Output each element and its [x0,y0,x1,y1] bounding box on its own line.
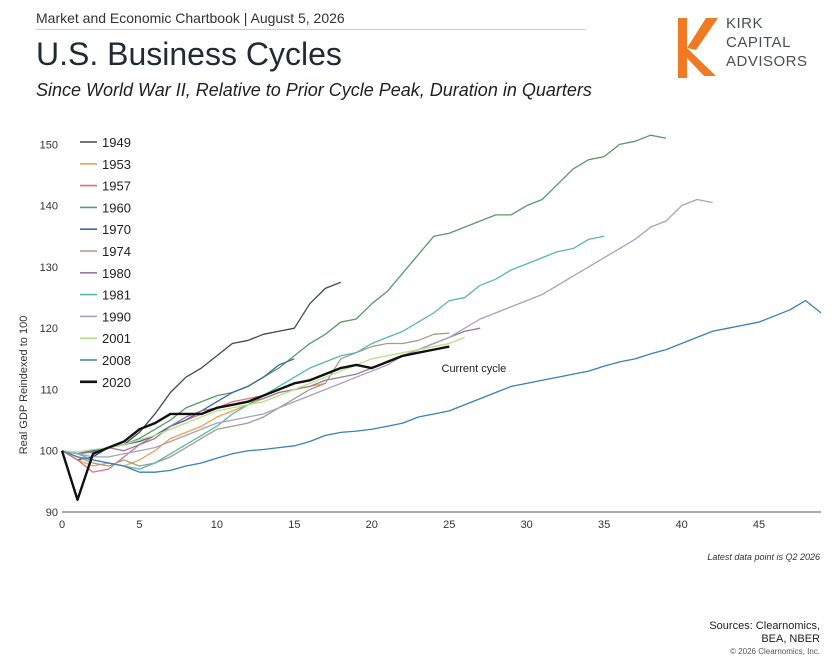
legend-label: 2008 [102,353,131,368]
x-tick-label: 40 [675,519,687,530]
logo-line: KIRK [726,15,764,32]
y-tick-label: 90 [46,507,58,519]
x-tick-label: 15 [288,519,300,530]
legend-label: 1980 [102,266,131,281]
business-cycles-chart: Real GDP Reindexed to 100 0 5 10 15 20 25 30 35… [18,134,822,530]
y-tick-label: 130 [40,262,58,274]
legend-label: 2020 [102,375,131,390]
chart-series [60,134,822,501]
y-tick-label: 120 [40,323,58,335]
y-tick-label: 140 [40,201,58,213]
chart-legend: 1949 1953 1957 1960 1970 1974 1980 1981 1990 2001… [80,135,131,390]
x-tick-label: 20 [366,519,378,530]
legend-label: 1981 [102,288,131,303]
header-divider [36,29,586,30]
series-line-1970 [61,358,295,455]
page-subtitle: Since World War II, Relative to Prior Cy… [36,80,592,100]
current-cycle-annotation: Current cycle [442,363,507,375]
x-tick-label: 45 [753,519,765,530]
legend-label: 1953 [102,157,131,172]
page-title: U.S. Business Cycles [36,36,342,72]
series-line-1960 [61,134,667,455]
legend-label: 1957 [102,179,131,194]
series-line-2001 [61,336,465,453]
series-line-2008 [61,299,822,473]
logo-wordmark: KIRK CAPITAL ADVISORS [726,14,808,71]
series-line-1981 [61,235,605,470]
kirk-logo-icon [678,18,718,78]
chartbook-header: Market and Economic Chartbook | August 5… [36,10,345,26]
logo-line: CAPITAL [726,34,791,51]
x-tick-label: 35 [598,519,610,530]
y-tick-label: 100 [40,446,58,458]
legend-label: 1970 [102,222,131,237]
series-line-1953 [61,382,326,467]
legend-label: 2001 [102,331,131,346]
y-tick-label: 110 [40,384,58,396]
sources-line: BEA, NBER [761,633,820,645]
chart-axes: 0 5 10 15 20 25 30 35 40 45 90 100 110 120 130 140 150 [40,139,821,530]
y-axis-label: Real GDP Reindexed to 100 [18,316,30,455]
company-logo: KIRK CAPITAL ADVISORS [676,14,826,82]
x-tick-label: 0 [59,519,65,530]
sources-text: Sources: Clearnomics, BEA, NBER [620,620,820,646]
x-tick-label: 5 [136,519,142,530]
legend-label: 1974 [102,244,131,259]
legend-label: 1949 [102,135,131,150]
copyright-text: © 2026 Clearnomics, Inc. [730,647,820,656]
y-tick-label: 150 [40,139,58,151]
latest-data-note: Latest data point is Q2 2026 [707,552,820,562]
legend-label: 1960 [102,200,131,215]
series-line-2020 [60,345,450,501]
series-line-1990 [61,198,713,458]
logo-line: ADVISORS [726,53,808,70]
x-tick-label: 10 [211,519,223,530]
legend-label: 1990 [102,309,131,324]
series-line-1974 [61,332,450,467]
x-tick-label: 30 [521,519,533,530]
x-tick-label: 25 [443,519,455,530]
sources-line: Sources: Clearnomics, [709,620,820,632]
